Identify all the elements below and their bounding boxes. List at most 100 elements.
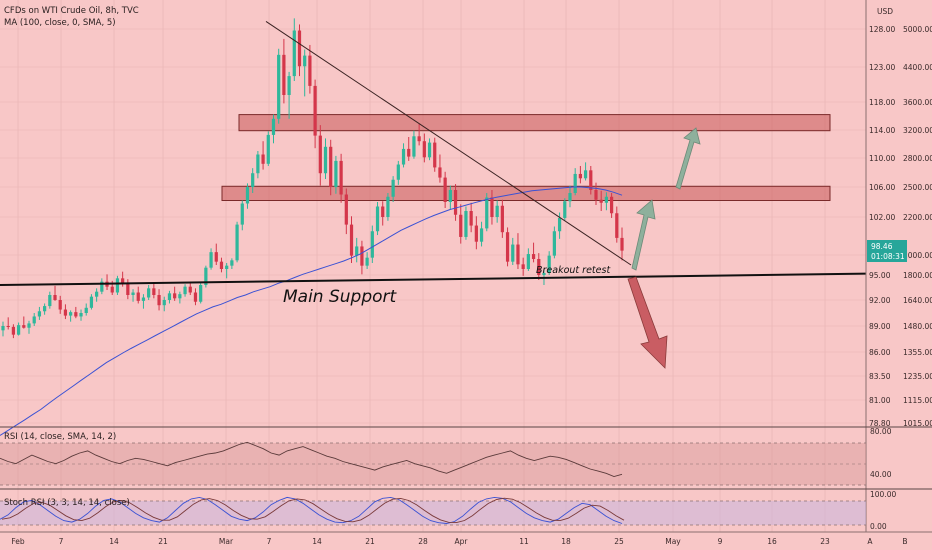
countdown: 01:08:31 — [871, 252, 905, 261]
rsi-tick-40: 40.00 — [870, 470, 892, 479]
candle-up — [27, 323, 31, 328]
time-tick-label: 23 — [820, 537, 830, 546]
candle-down — [438, 167, 442, 178]
candle-down — [297, 30, 302, 67]
candle-up — [568, 193, 572, 202]
log-tick-label: 1115.00 — [903, 396, 932, 405]
time-axis[interactable]: Feb 7 14 21 Mar 7 14 21 28 Apr 11 18 25 May 9 16 23 A B — [11, 537, 907, 546]
candle-up — [131, 292, 135, 295]
price-tick-label: 83.50 — [869, 372, 891, 381]
candle-down — [381, 206, 385, 217]
candle-down — [615, 213, 619, 238]
price-axis[interactable]: 128.00 5000.00 123.00 4400.00 118.00 3600.00 1… — [869, 25, 932, 428]
time-tick-label: 9 — [718, 537, 723, 546]
candle-down — [459, 214, 463, 237]
stoch-tick-100: 100.00 — [870, 490, 896, 499]
price-tick-label: 123.00 — [869, 63, 895, 72]
log-tick-label: 1640.00 — [903, 296, 932, 305]
candle-up — [292, 30, 296, 77]
log-tick-label: 5000.00 — [903, 25, 932, 34]
candle-up — [167, 293, 172, 300]
candle-up — [604, 196, 609, 203]
time-tick-label: 16 — [767, 537, 777, 546]
candle-down — [136, 292, 140, 301]
candle-up — [355, 246, 359, 256]
current-price-tag: 98.46 01:08:31 — [867, 240, 907, 262]
candle-down — [58, 300, 62, 310]
candle-up — [485, 197, 489, 229]
candle-down — [516, 244, 520, 265]
candle-up — [303, 55, 307, 67]
candle-up — [552, 231, 556, 256]
time-tick-label: May — [665, 537, 681, 546]
resistance-zones — [221, 114, 831, 201]
candle-down — [308, 55, 312, 86]
time-tick-label: 7 — [59, 537, 64, 546]
ma-legend: MA (100, close, 0, SMA, 5) — [4, 18, 116, 28]
candle-up — [287, 76, 291, 95]
log-tick-label: 1235.00 — [903, 372, 932, 381]
candle-up — [43, 306, 47, 312]
candle-up — [386, 196, 390, 217]
candle-down — [443, 177, 447, 202]
time-tick-label: 28 — [418, 537, 428, 546]
candle-up — [235, 224, 239, 261]
candle-up — [37, 311, 42, 317]
main-support-line[interactable] — [0, 272, 867, 286]
candle-down — [188, 286, 192, 293]
log-tick-label: 3600.00 — [903, 98, 932, 107]
candle-up — [147, 288, 151, 298]
candle-up — [256, 154, 260, 174]
bullish-retest-arrow — [631, 199, 656, 271]
candle-down — [344, 194, 348, 225]
candle-down — [152, 288, 156, 295]
log-tick-label: 2200.00 — [903, 213, 932, 222]
candle-down — [474, 225, 478, 242]
candle-down — [521, 264, 525, 269]
candle-up — [547, 255, 551, 273]
bullish-target-arrow — [675, 127, 701, 190]
candle-up — [542, 273, 546, 275]
candle-up — [334, 160, 338, 187]
candle-down — [360, 246, 364, 266]
resistance-zone — [238, 114, 831, 132]
time-tick-label: 21 — [365, 537, 375, 546]
candle-down — [282, 54, 286, 95]
stoch-d-line — [1, 497, 625, 524]
log-tick-label: 2800.00 — [903, 154, 932, 163]
candle-up — [84, 307, 88, 313]
candle-up — [79, 313, 83, 317]
candle-up — [526, 254, 530, 269]
log-tick-label: 1355.00 — [903, 348, 932, 357]
candle-up — [225, 265, 229, 269]
candle-up — [323, 146, 328, 174]
candle-up — [48, 295, 52, 307]
time-tick-label: 14 — [109, 537, 119, 546]
candle-up — [365, 257, 369, 266]
candle-down — [505, 232, 510, 262]
candle-down — [339, 160, 343, 195]
candle-up — [240, 203, 244, 225]
time-tick-label: 25 — [614, 537, 624, 546]
candle-down — [531, 254, 536, 259]
time-tick-label: 11 — [519, 537, 529, 546]
candle-up — [396, 164, 400, 180]
candle-down — [500, 205, 504, 233]
candle-down — [313, 85, 317, 136]
candle-up — [573, 173, 577, 193]
candle-up — [230, 260, 234, 266]
candle-down — [349, 224, 354, 256]
candle-up — [251, 173, 255, 187]
time-tick-label: 7 — [267, 537, 272, 546]
candle-down — [469, 211, 473, 226]
candle-down — [219, 261, 224, 269]
log-tick-label: 2500.00 — [903, 183, 932, 192]
candle-up — [511, 244, 515, 262]
candle-up — [183, 286, 187, 295]
candle-down — [11, 326, 16, 335]
price-tick-label: 92.00 — [869, 296, 891, 305]
candle-up — [479, 228, 484, 242]
candle-down — [329, 146, 333, 187]
downtrend-line[interactable] — [265, 20, 632, 266]
